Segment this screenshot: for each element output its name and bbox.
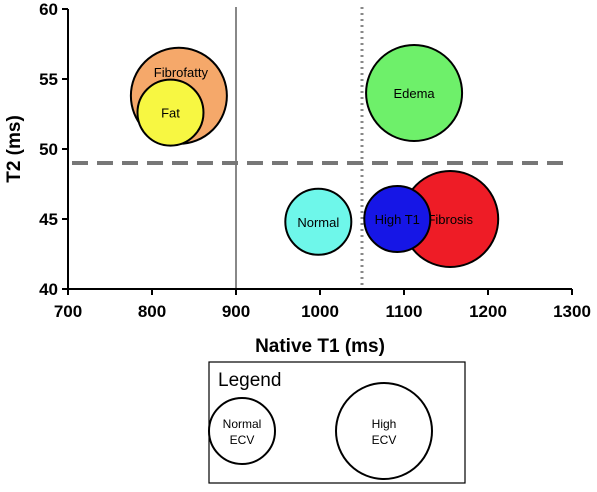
bubble-label-fat: Fat xyxy=(161,106,180,121)
bubble-label-fibrofatty: Fibrofatty xyxy=(154,65,209,80)
legend-items: Normal ECV High ECV xyxy=(208,382,433,480)
bubble-label-edema: Edema xyxy=(393,86,435,101)
bubble-label-high-t1: High T1 xyxy=(375,212,420,227)
legend-high-ecv-line1: High xyxy=(372,417,397,431)
legend-normal-ecv-line2: ECV xyxy=(230,433,255,447)
bubble-label-normal: Normal xyxy=(297,215,339,230)
ticks: 700 800 900 1000 1100 1200 1300 40 45 50 55 60 xyxy=(39,0,591,321)
x-tick-label: 1100 xyxy=(386,302,423,321)
x-tick-label: 700 xyxy=(54,302,82,321)
reference-lines xyxy=(72,7,572,289)
y-tick-label: 45 xyxy=(39,210,58,229)
legend: Legend Normal ECV High ECV xyxy=(208,361,466,484)
legend-title: Legend xyxy=(218,370,281,391)
y-axis-title: T2 (ms) xyxy=(4,115,25,183)
y-tick-label: 60 xyxy=(39,0,58,19)
legend-high-ecv-line2: ECV xyxy=(372,433,397,447)
bubble-high-t1 xyxy=(363,185,432,253)
legend-high-ecv-circle xyxy=(335,382,433,480)
y-tick-label: 50 xyxy=(39,140,58,159)
x-tick-label: 1000 xyxy=(301,302,339,321)
bubble-normal xyxy=(284,187,353,256)
bubble-edema xyxy=(365,44,464,142)
y-tick-label: 55 xyxy=(39,70,58,89)
bubble-label-fibrosis: Fibrosis xyxy=(427,212,473,227)
bubble-fat xyxy=(136,78,205,147)
x-tick-label: 900 xyxy=(222,302,250,321)
legend-normal-ecv-circle xyxy=(208,397,276,465)
legend-normal-ecv-line1: Normal xyxy=(223,417,262,431)
bubbles: Fibrofatty Fat Edema Fibrosis High T1 Normal xyxy=(129,44,500,268)
x-axis-title: Native T1 (ms) xyxy=(255,336,385,357)
x-tick-label: 1200 xyxy=(469,302,507,321)
x-tick-label: 1300 xyxy=(553,302,591,321)
y-tick-label: 40 xyxy=(39,280,58,299)
x-tick-label: 800 xyxy=(138,302,166,321)
